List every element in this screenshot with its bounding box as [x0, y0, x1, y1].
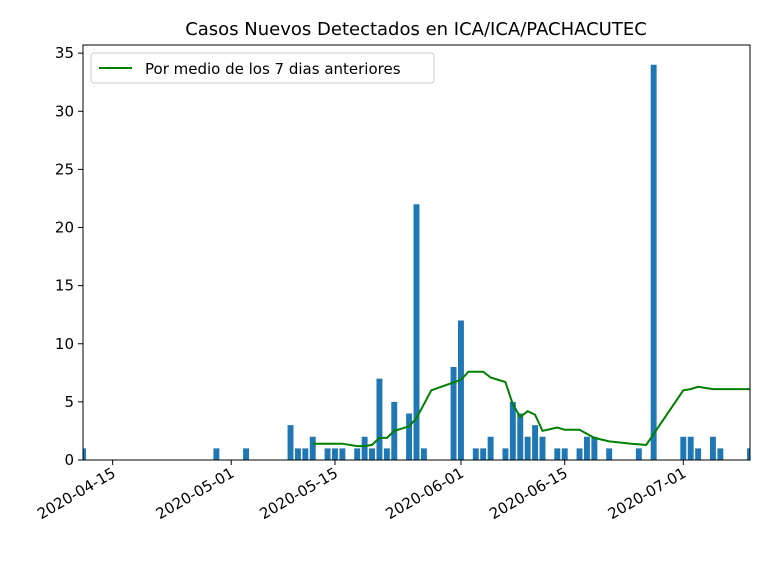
bar	[302, 448, 309, 460]
bar	[339, 448, 346, 460]
y-tick-label: 0	[64, 451, 74, 469]
bar	[361, 436, 368, 460]
bar	[680, 436, 687, 460]
bar	[383, 448, 390, 460]
moving-average-line-group	[312, 370, 750, 448]
y-tick-label: 10	[55, 335, 74, 353]
bars	[83, 64, 750, 460]
bar	[332, 448, 338, 460]
bar	[561, 448, 568, 460]
legend: Por medio de los 7 dias anteriores	[90, 52, 435, 84]
bar	[480, 448, 487, 460]
bar	[687, 436, 694, 460]
chart-title: Casos Nuevos Detectados en ICA/ICA/PACHA…	[185, 19, 647, 40]
bar	[532, 425, 539, 460]
y-axis-ticks: 0 5 10 15 20 25 30 35	[55, 44, 83, 469]
bar	[354, 448, 361, 460]
legend-box	[90, 52, 435, 84]
bar	[243, 448, 250, 460]
bar	[324, 448, 331, 460]
bar	[747, 448, 750, 460]
bar	[487, 436, 494, 460]
bar	[554, 448, 561, 460]
y-tick-label: 25	[55, 160, 74, 178]
y-tick-label: 15	[55, 277, 74, 295]
bar	[576, 448, 583, 460]
bar	[287, 425, 294, 460]
bar	[406, 413, 413, 460]
bar	[450, 367, 457, 460]
bar	[539, 436, 546, 460]
bar	[502, 448, 509, 460]
y-tick-label: 20	[55, 219, 74, 237]
bar	[376, 378, 383, 460]
legend-label: Por medio de los 7 dias anteriores	[145, 60, 401, 78]
bar	[709, 436, 716, 460]
y-tick-label: 30	[55, 102, 74, 120]
bar	[650, 64, 657, 460]
bar	[369, 448, 375, 460]
bar	[509, 401, 516, 460]
y-tick-label: 35	[55, 44, 74, 62]
bar	[413, 204, 420, 460]
bar	[583, 436, 590, 460]
bar	[458, 320, 464, 460]
plot-area-frame	[82, 44, 751, 461]
y-tick-label: 5	[64, 393, 74, 411]
bar	[524, 436, 531, 460]
bar	[517, 413, 524, 460]
bar	[635, 448, 642, 460]
bar	[83, 448, 86, 460]
bar	[695, 448, 702, 460]
bar	[294, 448, 301, 460]
bar	[213, 448, 220, 460]
moving-average-line	[312, 370, 750, 448]
bar	[717, 448, 724, 460]
bar	[309, 436, 316, 460]
bar	[591, 436, 598, 460]
bar	[472, 448, 479, 460]
bar	[420, 448, 427, 460]
bar	[606, 448, 613, 460]
